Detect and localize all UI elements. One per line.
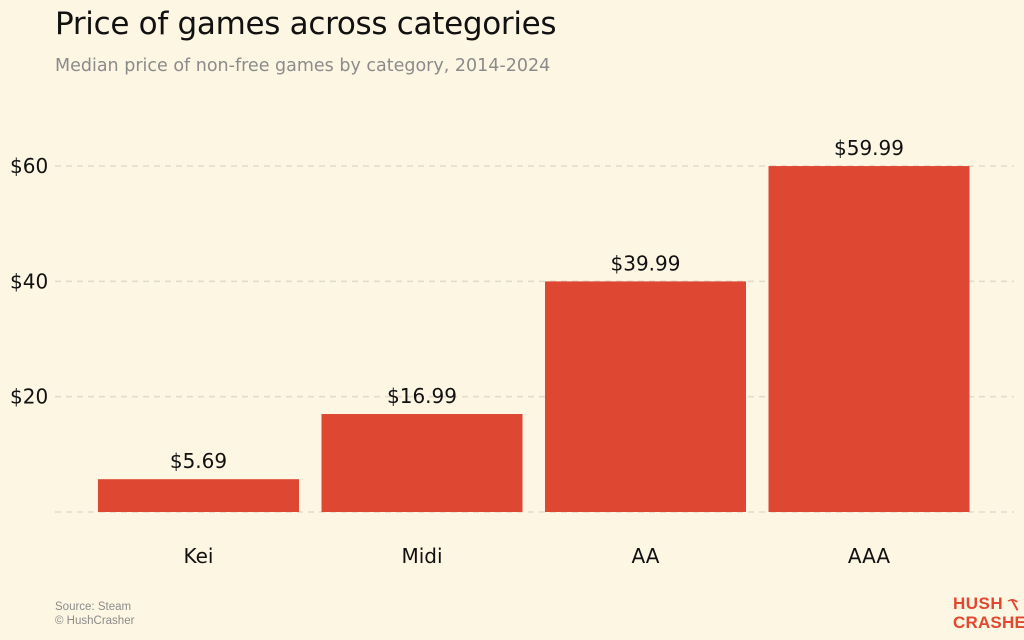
value-label: $16.99 <box>387 384 457 408</box>
bar-kei <box>98 479 299 512</box>
pickaxe-icon <box>1007 598 1019 611</box>
bars <box>98 166 970 512</box>
y-tick-label: $20 <box>10 385 48 409</box>
bar-midi <box>321 414 523 512</box>
chart-subtitle: Median price of non-free games by catego… <box>55 56 551 76</box>
chart-footer: Source: Steam © HushCrasher <box>55 600 134 628</box>
y-axis-ticks: $20 $40 $60 <box>10 154 48 409</box>
copyright-note: © HushCrasher <box>55 615 135 627</box>
chart-title: Price of games across categories <box>55 6 557 42</box>
bar-aa <box>545 281 746 512</box>
y-tick-label: $40 <box>10 269 48 293</box>
value-label: $39.99 <box>611 251 681 275</box>
value-labels: $5.69 $16.99 $39.99 $59.99 <box>170 136 904 473</box>
hushcrasher-logo: HUSH CRASHER <box>953 594 1024 634</box>
x-tick-label: Kei <box>184 544 214 568</box>
value-label: $5.69 <box>170 449 227 473</box>
value-label: $59.99 <box>834 136 904 160</box>
x-tick-label: AA <box>632 544 660 568</box>
logo-text-top: HUSH <box>953 594 1004 613</box>
x-axis-ticks: Kei Midi AA AAA <box>184 544 891 568</box>
source-note: Source: Steam <box>55 601 132 613</box>
y-tick-label: $60 <box>10 154 48 178</box>
bar-aaa <box>768 166 970 512</box>
x-tick-label: Midi <box>401 544 442 568</box>
x-tick-label: AAA <box>848 544 890 568</box>
logo-text-bottom: CRASHER <box>953 613 1024 632</box>
